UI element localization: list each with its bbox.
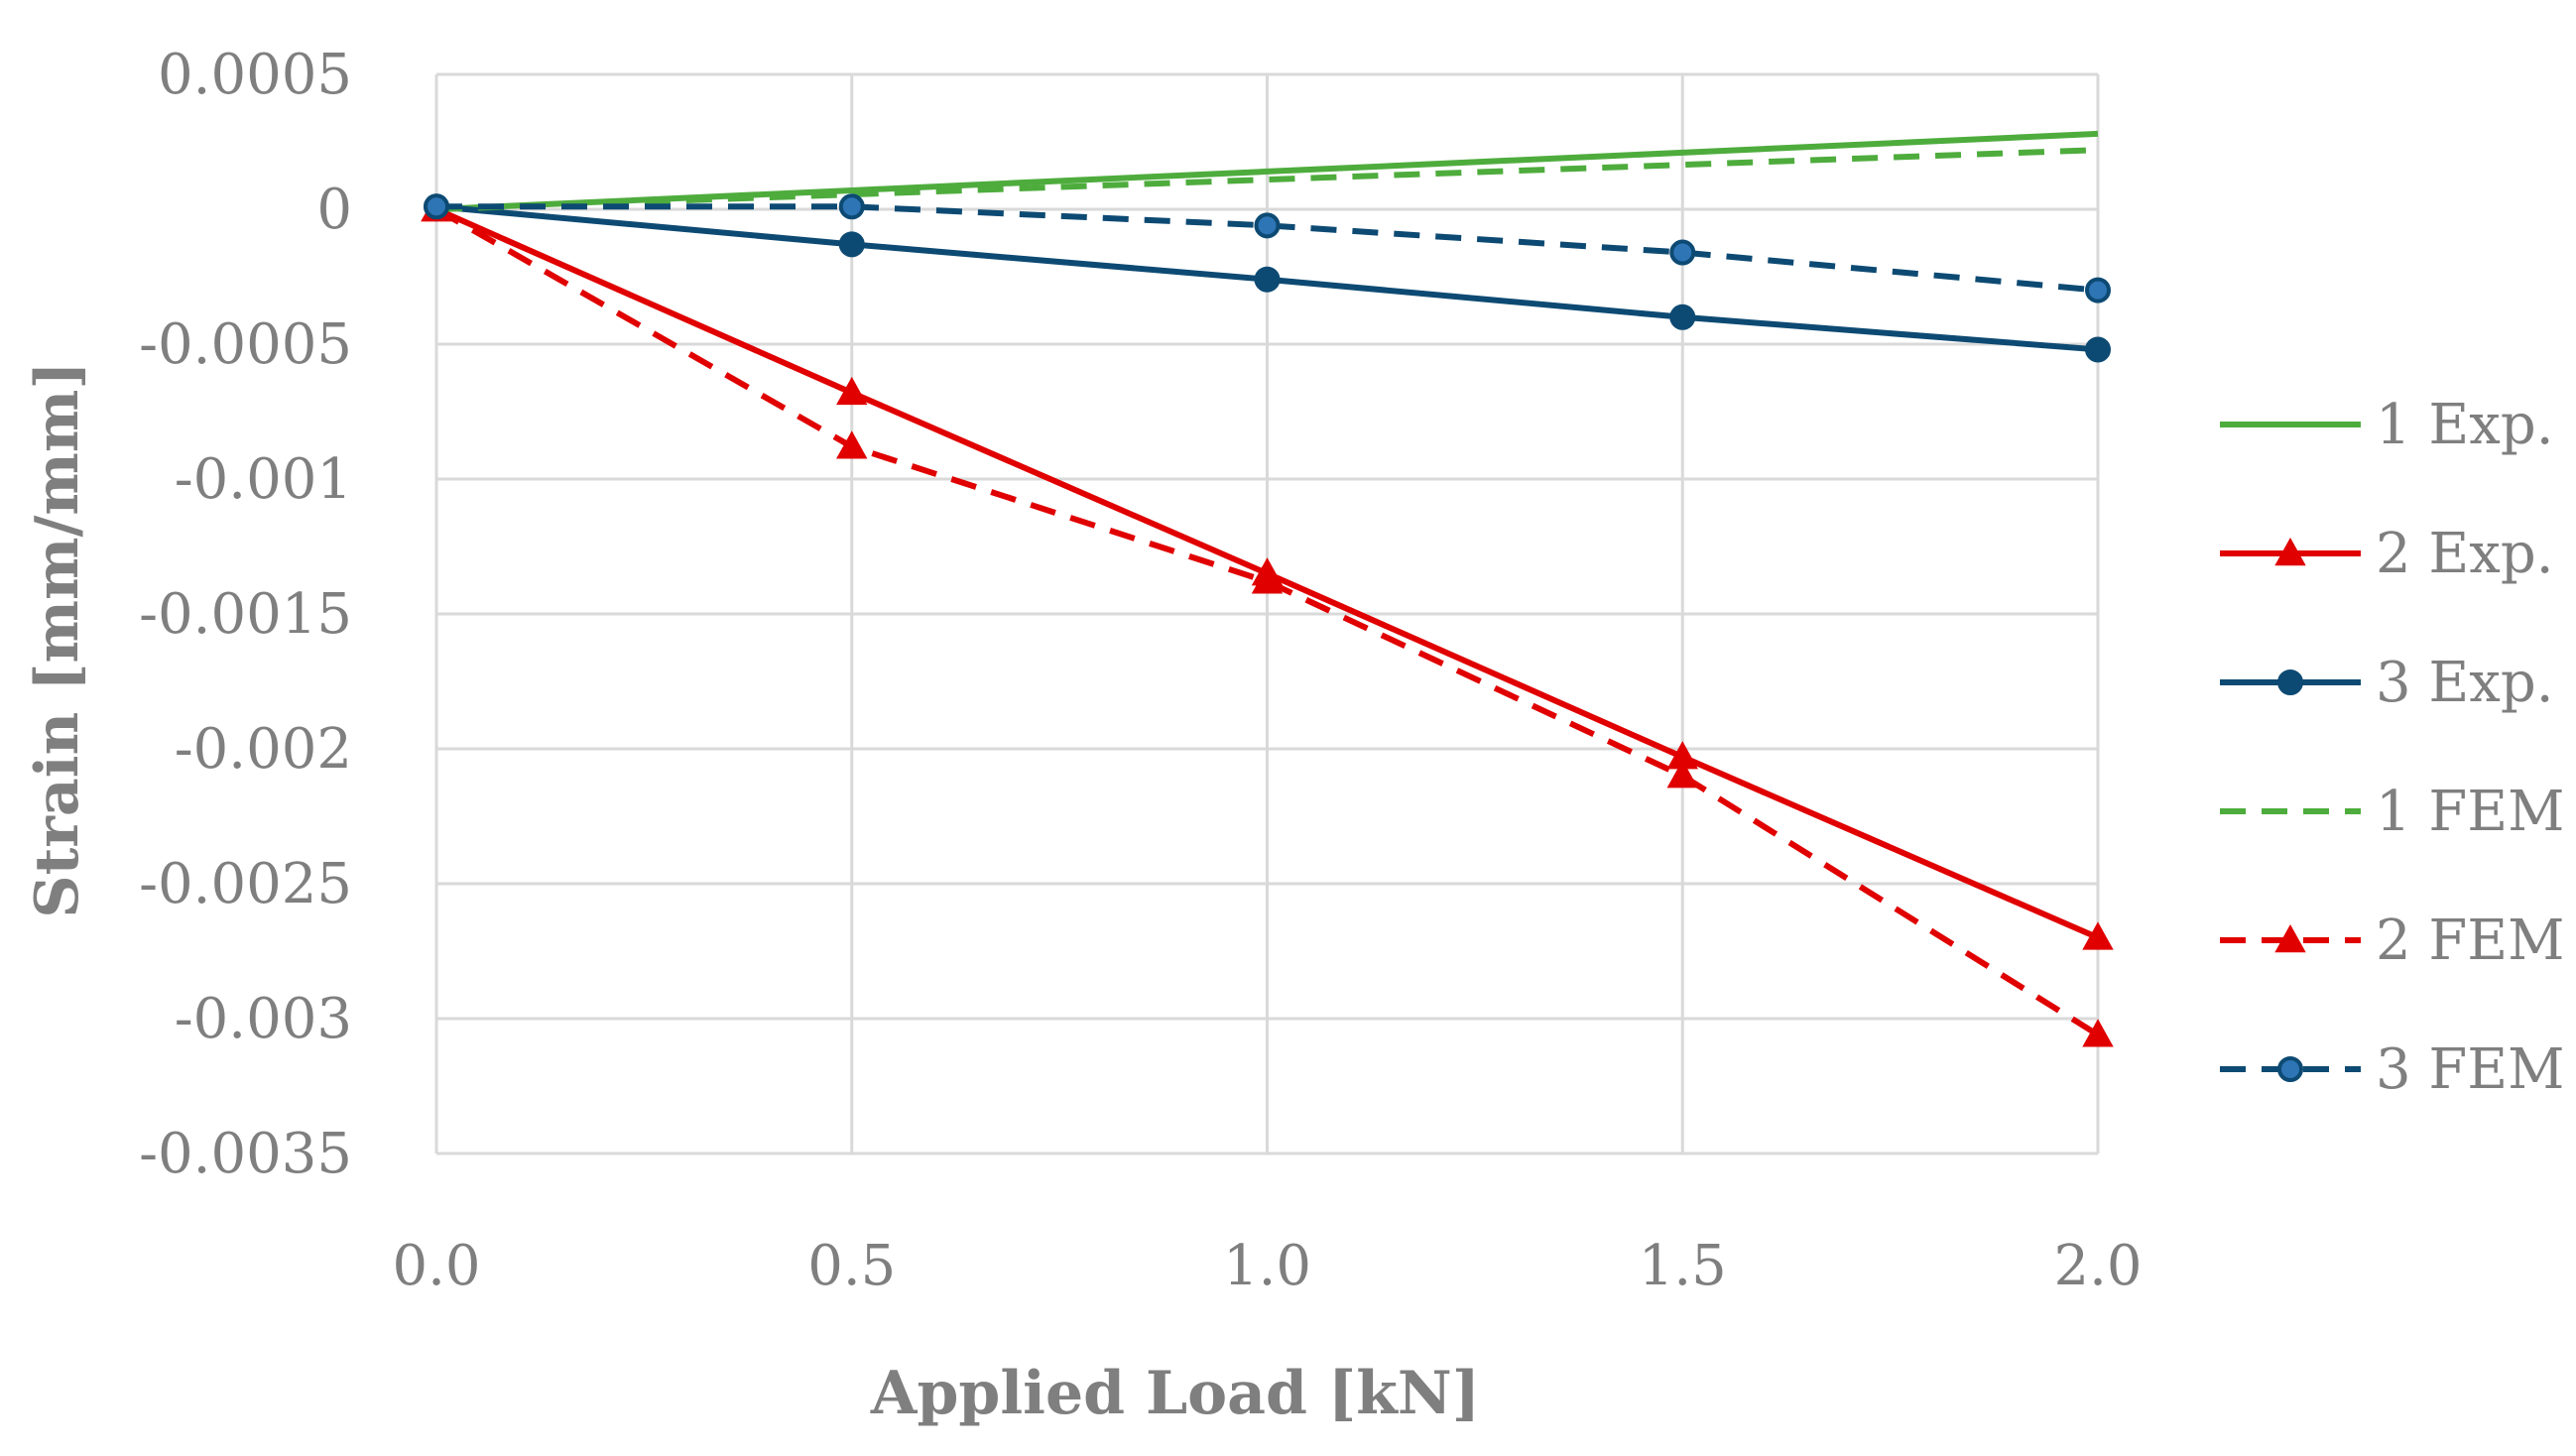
legend-item-2-fem: 2 FEM bbox=[2220, 909, 2565, 973]
legend-label: 1 FEM bbox=[2376, 780, 2565, 844]
data-point-2-fem bbox=[836, 430, 868, 459]
data-point-3-exp bbox=[1669, 303, 1696, 330]
series-line-1-fem bbox=[435, 147, 2099, 212]
x-tick-label: 0.0 bbox=[392, 1234, 480, 1298]
y-tick-label: -0.0035 bbox=[139, 1122, 352, 1186]
data-point-2-fem bbox=[2082, 1019, 2114, 1047]
x-axis-title: Applied Load [kN] bbox=[870, 1359, 1480, 1428]
y-tick-label: -0.0025 bbox=[139, 852, 352, 916]
x-tick-label: 1.5 bbox=[1639, 1234, 1727, 1298]
legend-item-1-fem: 1 FEM bbox=[2220, 780, 2565, 844]
data-point-2-fem bbox=[1251, 565, 1284, 594]
legend-item-3-fem: 3 FEM bbox=[2220, 1037, 2565, 1102]
x-tick-label: 1.0 bbox=[1223, 1234, 1311, 1298]
legend-label: 3 FEM bbox=[2376, 1037, 2565, 1102]
y-tick-label: -0.002 bbox=[175, 717, 352, 782]
legend-item-3-exp: 3 Exp. bbox=[2220, 651, 2554, 715]
series-3-fem bbox=[424, 193, 2111, 303]
data-point-2-fem bbox=[1666, 760, 1698, 789]
series-1-fem bbox=[435, 147, 2099, 212]
y-axis-ticks: 0.0005 0 -0.0005 -0.001 -0.0015 -0.002 -0.0025… bbox=[139, 43, 352, 1186]
data-point-3-exp bbox=[2085, 336, 2111, 363]
data-point-3-fem bbox=[424, 193, 449, 220]
series-1-exp bbox=[435, 130, 2099, 212]
legend-item-2-exp: 2 Exp. bbox=[2220, 522, 2554, 586]
series-line-1-exp bbox=[435, 130, 2099, 212]
y-tick-label: 0.0005 bbox=[158, 43, 352, 107]
y-tick-label: -0.003 bbox=[175, 987, 352, 1051]
data-point-2-exp bbox=[836, 376, 868, 406]
legend-marker bbox=[2274, 537, 2306, 566]
data-point-3-exp bbox=[838, 231, 865, 258]
x-axis-ticks: 0.0 0.5 1.0 1.5 2.0 bbox=[392, 1234, 2142, 1298]
data-point-2-exp bbox=[2082, 921, 2114, 950]
data-point-3-fem bbox=[1669, 239, 1696, 266]
x-tick-label: 2.0 bbox=[2053, 1234, 2142, 1298]
legend-label: 2 Exp. bbox=[2376, 522, 2554, 586]
legend: 1 Exp. 2 Exp. 3 Exp. 1 FEM 2 FEM 3 FEM bbox=[2220, 393, 2565, 1102]
y-tick-label: -0.0005 bbox=[139, 312, 352, 377]
data-point-3-fem bbox=[838, 193, 865, 220]
data-point-3-exp bbox=[1254, 266, 1281, 293]
series-layer bbox=[421, 130, 2114, 1047]
legend-item-1-exp: 1 Exp. bbox=[2220, 393, 2554, 457]
data-point-3-fem bbox=[1254, 212, 1281, 239]
x-tick-label: 0.5 bbox=[807, 1234, 896, 1298]
legend-marker bbox=[2277, 1056, 2303, 1082]
y-tick-label: 0 bbox=[316, 178, 352, 242]
data-point-3-fem bbox=[2085, 277, 2111, 303]
y-axis-title: Strain [mm/mm] bbox=[23, 361, 92, 917]
legend-label: 2 FEM bbox=[2376, 909, 2565, 973]
y-tick-label: -0.0015 bbox=[139, 582, 352, 647]
legend-marker bbox=[2274, 923, 2306, 953]
y-tick-label: -0.001 bbox=[175, 447, 352, 512]
legend-marker bbox=[2277, 669, 2303, 695]
legend-label: 1 Exp. bbox=[2376, 393, 2554, 457]
series-line-3-fem bbox=[436, 203, 2099, 294]
legend-label: 3 Exp. bbox=[2376, 651, 2554, 715]
